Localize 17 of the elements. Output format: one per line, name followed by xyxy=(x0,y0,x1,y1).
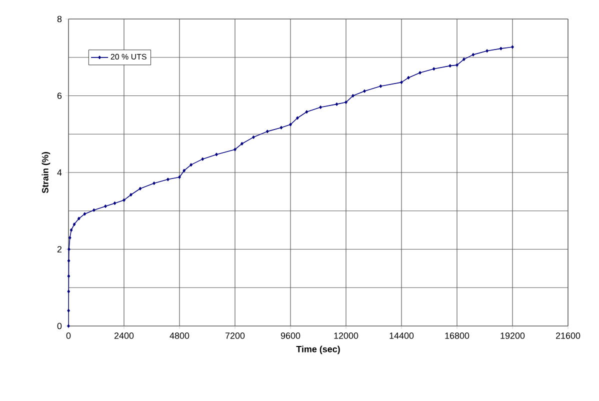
x-tick-label: 19200 xyxy=(500,332,525,339)
x-tick-label: 21600 xyxy=(556,332,580,339)
x-tick-label: 16800 xyxy=(445,332,470,339)
y-tick-label: 2 xyxy=(57,246,62,252)
x-tick-label: 14400 xyxy=(390,332,414,339)
x-tick-label: 12000 xyxy=(334,332,358,339)
y-tick-label: 8 xyxy=(57,16,62,22)
x-tick-label: 9600 xyxy=(280,332,300,339)
x-tick-label: 2400 xyxy=(114,332,134,339)
y-axis-title: Strain (%) xyxy=(42,152,50,194)
y-tick-label: 0 xyxy=(57,322,62,330)
x-tick-label: 7200 xyxy=(225,332,245,339)
y-tick-label: 6 xyxy=(57,92,62,99)
x-tick-label: 4800 xyxy=(170,332,190,339)
x-tick-label: 0 xyxy=(66,332,71,339)
y-tick-label: 4 xyxy=(57,169,62,176)
x-axis-title: Time (sec) xyxy=(296,346,340,354)
